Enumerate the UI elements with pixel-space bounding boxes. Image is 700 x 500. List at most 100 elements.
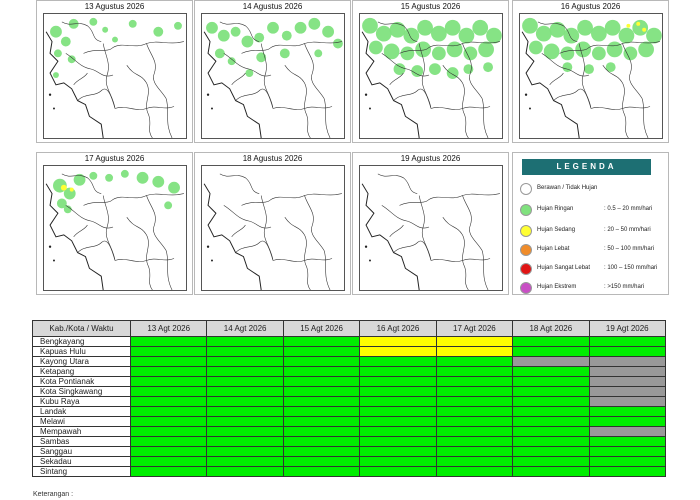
regency-name: Sambas	[32, 436, 131, 447]
forecast-cell	[282, 336, 361, 347]
legend-range: : 100 – 150 mm/hari	[604, 265, 658, 271]
rain-cell	[403, 27, 420, 44]
rain-cell	[646, 27, 662, 44]
forecast-cell	[588, 396, 667, 407]
forecast-cell	[129, 456, 208, 467]
rain-cell	[254, 32, 265, 43]
forecast-cell	[359, 396, 437, 407]
district-border	[235, 88, 274, 109]
table-row: Melawi	[32, 416, 667, 427]
district-border	[77, 88, 116, 109]
coastline	[203, 183, 262, 290]
forecast-cell	[359, 446, 437, 457]
forecast-cell	[435, 406, 514, 417]
rain-cell	[606, 41, 623, 58]
forecast-cell	[435, 346, 514, 357]
rain-cell-moderate	[642, 27, 647, 32]
forecast-cell	[129, 356, 208, 367]
district-border	[65, 205, 114, 229]
forecast-cell	[588, 426, 667, 437]
table-header-day: 17 Agt 2026	[435, 320, 514, 337]
table-header-regency: Kab./Kota / Waktu	[32, 320, 131, 337]
table-row: Ketapang	[32, 366, 667, 377]
district-border	[235, 240, 274, 261]
legend-swatch-icon	[520, 183, 532, 195]
forecast-cell	[588, 446, 667, 457]
rain-cell	[217, 29, 230, 42]
rain-cell	[56, 198, 67, 209]
forecast-cell	[206, 406, 284, 417]
rain-cell	[400, 46, 415, 61]
district-border	[114, 106, 175, 110]
rain-cell	[563, 27, 580, 44]
forecast-cell	[282, 426, 361, 437]
forecast-cell	[359, 366, 437, 377]
rain-cell	[227, 57, 236, 66]
legend-label: Hujan Lebat	[537, 246, 570, 252]
district-border	[272, 106, 333, 110]
island	[53, 107, 55, 110]
rain-cell	[575, 41, 591, 58]
map-panel: 18 Agustus 2026	[194, 152, 351, 295]
district-border	[146, 195, 167, 251]
rain-cell	[472, 19, 489, 36]
forecast-cell	[206, 366, 284, 377]
rain-cell	[591, 25, 607, 42]
forecast-cell	[206, 346, 284, 357]
rain-cell	[63, 205, 72, 214]
map-panel: 17 Agustus 2026	[36, 152, 193, 295]
forecast-cell	[282, 416, 361, 427]
forecast-cell	[129, 466, 208, 477]
map-date-title: 19 Agustus 2026	[400, 154, 461, 163]
forecast-cell	[588, 386, 667, 397]
island	[48, 245, 52, 248]
district-border	[146, 43, 167, 99]
district-border	[537, 21, 578, 42]
rain-cell	[605, 62, 616, 73]
forecast-cell	[206, 396, 284, 407]
rain-cell	[444, 19, 461, 36]
table-row: Kota Singkawang	[32, 386, 667, 397]
district-border	[165, 98, 173, 138]
rain-cell	[314, 49, 323, 58]
rain-cell	[308, 17, 321, 30]
forecast-cell	[359, 466, 437, 477]
rain-cell	[281, 30, 292, 41]
forecast-cell	[359, 346, 437, 357]
district-border	[223, 205, 272, 229]
island	[48, 93, 52, 96]
rain-cell	[322, 25, 335, 38]
forecast-cell	[435, 336, 514, 347]
forecast-cell	[206, 436, 284, 447]
island	[206, 245, 210, 248]
rain-cell	[383, 43, 400, 60]
regency-name: Sanggau	[32, 446, 131, 457]
regency-name: Kubu Raya	[32, 396, 131, 407]
rain-cell	[153, 26, 164, 37]
legend-label: Hujan Sedang	[537, 227, 576, 233]
regency-name: Ketapang	[32, 366, 131, 377]
rain-cell	[604, 19, 621, 36]
island	[529, 107, 531, 110]
rain-cell	[411, 65, 424, 77]
legend-panel: LEGENDA Berawan / Tidak Hujan Hujan Ringa…	[512, 152, 669, 295]
forecast-cell	[129, 446, 208, 457]
rain-cell-moderate	[69, 187, 74, 192]
forecast-cell	[435, 396, 514, 407]
map-area	[359, 165, 503, 291]
table-header-day: 16 Agt 2026	[359, 320, 437, 337]
forecast-cell	[206, 376, 284, 387]
legend-label: Hujan Ekstrem	[537, 284, 577, 290]
forecast-cell	[588, 466, 667, 477]
forecast-cell	[359, 456, 437, 467]
legend-range: : >150 mm/hari	[604, 284, 645, 290]
district-border	[219, 173, 260, 194]
forecast-cell	[282, 386, 361, 397]
map-area	[43, 13, 187, 139]
legend-label: Hujan Sangat Lebat	[537, 265, 591, 271]
forecast-cell	[282, 436, 361, 447]
coastline	[45, 183, 104, 290]
island	[364, 93, 368, 96]
forecast-cell	[512, 376, 590, 387]
legend-swatch-icon	[520, 244, 532, 256]
